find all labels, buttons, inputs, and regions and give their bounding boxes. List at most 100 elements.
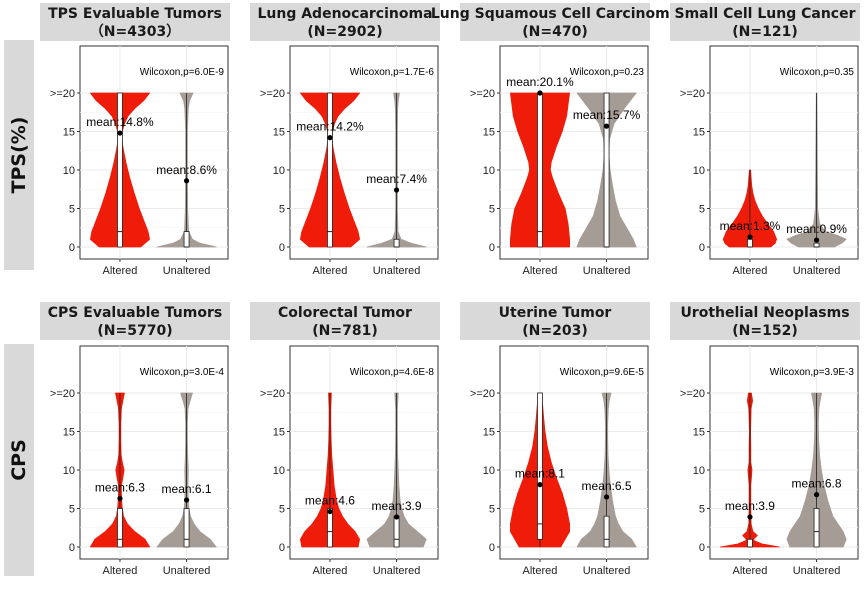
y-tick-label: 10 [693, 465, 705, 477]
row-label-strip [4, 40, 34, 270]
wilcoxon-label: Wilcoxon,p=9.6E-5 [560, 367, 645, 378]
y-tick-label: 15 [273, 127, 285, 139]
y-tick-label: 0 [69, 542, 75, 554]
mean-label: mean:14.8% [86, 115, 154, 129]
panel-title: TPS Evaluable Tumors [48, 6, 222, 22]
y-tick-label: 5 [279, 204, 285, 216]
y-tick-label: 5 [699, 504, 705, 516]
y-tick-label: 10 [693, 165, 705, 177]
mean-point [117, 495, 123, 502]
mean-point [537, 482, 543, 488]
y-tick-label: 10 [63, 465, 75, 477]
row-label: TPS(%) [8, 117, 30, 194]
box-iqr [747, 538, 753, 548]
panel-title-strip [460, 3, 650, 41]
x-tick-label: Unaltered [583, 565, 631, 577]
panel: Lung Squamous Cell Carcinoma (N=470) 0 5 10 1… [431, 3, 679, 277]
x-tick-label: Unaltered [793, 565, 841, 577]
x-tick-label: Altered [103, 265, 138, 277]
y-tick-label: 10 [483, 165, 495, 177]
box-iqr [117, 92, 123, 248]
y-tick-label: 0 [279, 242, 285, 254]
wilcoxon-label: Wilcoxon,p=1.7E-6 [350, 67, 435, 78]
mean-point [327, 135, 333, 141]
y-tick-label: 15 [693, 427, 705, 439]
mean-label: mean:8.1 [515, 467, 565, 481]
y-tick-label: >=20 [50, 388, 75, 400]
box-iqr [813, 242, 820, 248]
mean-label: mean:6.1 [162, 482, 212, 496]
panel-title: Small Cell Lung Cancer [675, 6, 856, 22]
panel-title: Uterine Tumor [499, 305, 612, 321]
wilcoxon-label: Wilcoxon,p=4.6E-8 [350, 367, 435, 378]
y-tick-label: 5 [489, 204, 495, 216]
panel-subtitle: (N=5770) [97, 323, 172, 339]
plot-area [79, 345, 229, 560]
box-iqr [537, 392, 543, 540]
row-labels: TPS(%) CPS [4, 40, 34, 576]
panel-title-strip [40, 302, 230, 340]
panel-title-strip [40, 3, 230, 41]
panel-title: CPS Evaluable Tumors [48, 305, 222, 321]
mean-label: mean:4.6 [305, 494, 355, 508]
panel: Colorectal Tumor (N=781) 0 5 10 15 >=20 mean:4.… [250, 302, 440, 577]
y-tick-label: >=20 [260, 88, 285, 100]
y-tick-label: 5 [69, 504, 75, 516]
panel-subtitle: (N=2902) [307, 24, 382, 40]
box-iqr [603, 515, 610, 548]
y-tick-label: 5 [279, 504, 285, 516]
panel-title-strip [460, 302, 650, 340]
y-tick-label: 5 [489, 504, 495, 516]
panel-title-strip [670, 302, 860, 340]
panel-subtitle: (N=781) [312, 323, 377, 339]
panel-title-strip [250, 302, 440, 340]
x-tick-label: Altered [733, 565, 768, 577]
mean-point [747, 234, 753, 240]
y-tick-label: 10 [63, 165, 75, 177]
mean-label: mean:0.9% [786, 222, 847, 236]
box-iqr [393, 238, 400, 248]
x-tick-label: Altered [313, 265, 348, 277]
panels: TPS Evaluable Tumors （N=4303） 0 5 10 15 >=20 me… [40, 3, 860, 577]
y-tick-label: 15 [483, 427, 495, 439]
y-tick-label: 0 [699, 242, 705, 254]
x-tick-label: Unaltered [373, 565, 421, 577]
mean-label: mean:7.4% [366, 172, 427, 186]
x-tick-label: Unaltered [793, 265, 841, 277]
panel-subtitle: (N=152) [732, 323, 797, 339]
mean-label: mean:6.5 [582, 479, 632, 493]
panel-subtitle: (N=121) [732, 24, 797, 40]
x-tick-label: Unaltered [373, 265, 421, 277]
box-iqr [117, 508, 123, 548]
y-tick-label: 0 [699, 542, 705, 554]
y-tick-label: >=20 [680, 88, 705, 100]
panel-title-strip [670, 3, 860, 41]
box-iqr [747, 238, 753, 248]
y-tick-label: 15 [273, 427, 285, 439]
y-tick-label: 15 [483, 127, 495, 139]
mean-label: mean:6.8 [792, 477, 842, 491]
mean-label: mean:6.3 [95, 480, 145, 494]
box-iqr [327, 92, 333, 248]
mean-point [393, 514, 400, 520]
y-tick-label: 0 [279, 542, 285, 554]
box-iqr [183, 508, 190, 548]
mean-label: mean:3.9 [725, 499, 775, 513]
mean-point [747, 514, 753, 520]
mean-point [603, 123, 610, 129]
panel: Small Cell Lung Cancer (N=121) 0 5 10 15 >=20 m… [670, 3, 860, 277]
mean-point [603, 494, 610, 500]
panel-title: Colorectal Tumor [278, 305, 412, 321]
mean-point [327, 508, 333, 515]
panel-title: Urothelial Neoplasms [680, 305, 849, 321]
panel: CPS Evaluable Tumors (N=5770) 0 5 10 15 >=20 me… [40, 302, 230, 577]
x-tick-label: Unaltered [583, 265, 631, 277]
x-tick-label: Altered [313, 565, 348, 577]
panel: Lung Adenocarcinoma (N=2902) 0 5 10 15 >=20 mea… [250, 3, 440, 277]
box-iqr [393, 515, 400, 548]
x-tick-label: Unaltered [163, 265, 211, 277]
y-tick-label: 10 [483, 465, 495, 477]
box-iqr [537, 92, 543, 248]
x-tick-label: Altered [733, 265, 768, 277]
mean-point [537, 90, 543, 96]
